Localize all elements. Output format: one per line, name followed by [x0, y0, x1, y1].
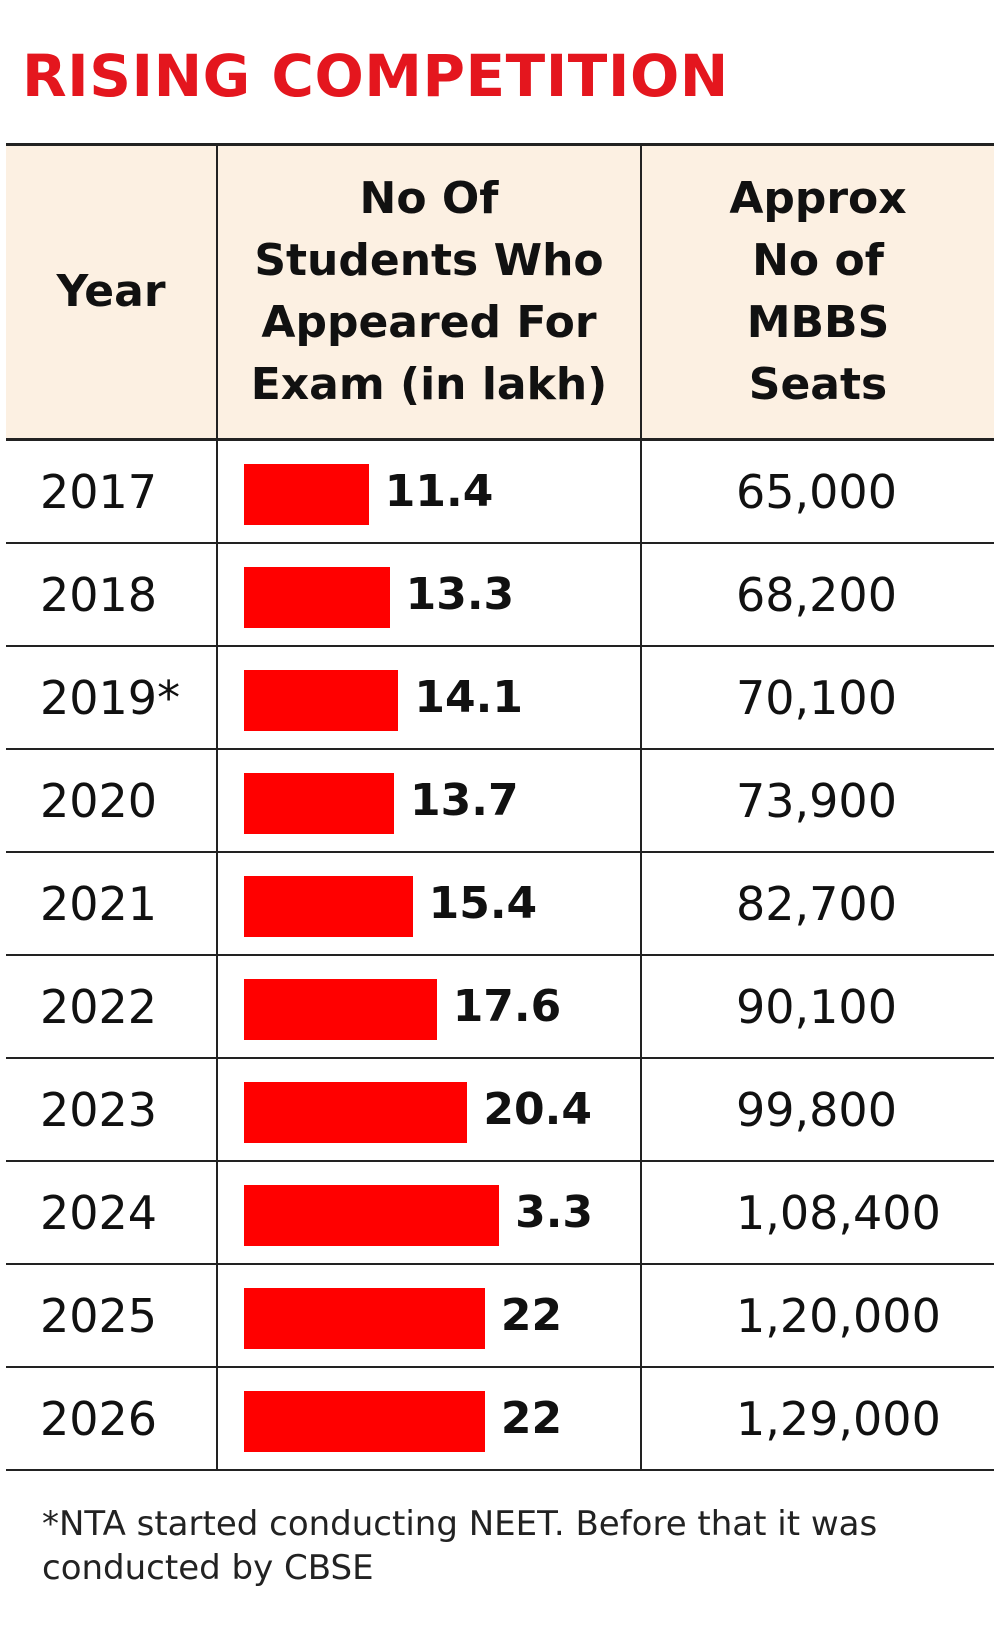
bar-value-label: 20.4	[483, 1084, 592, 1135]
year-cell: 2024	[40, 1185, 158, 1240]
year-cell: 2026	[40, 1391, 158, 1446]
table-row: 2017 11.4 65,000	[6, 441, 994, 544]
seats-cell: 70,100	[736, 670, 897, 725]
table-row: 2024 3.3 1,08,400	[6, 1162, 994, 1265]
seats-cell: 1,08,400	[736, 1185, 941, 1240]
bar	[244, 1391, 485, 1452]
year-cell: 2019*	[40, 670, 181, 725]
column-divider	[640, 1265, 642, 1366]
column-divider	[640, 1368, 642, 1469]
bar-value-label: 14.1	[414, 672, 523, 723]
column-divider	[640, 853, 642, 954]
column-divider	[640, 544, 642, 645]
table-row: 2022 17.6 90,100	[6, 956, 994, 1059]
year-cell: 2018	[40, 567, 158, 622]
footnote: *NTA started conducting NEET. Before tha…	[42, 1504, 878, 1588]
column-divider	[216, 647, 218, 748]
column-divider	[216, 1368, 218, 1469]
table-row: 2021 15.4 82,700	[6, 853, 994, 956]
bar	[244, 773, 394, 834]
seats-cell: 90,100	[736, 979, 897, 1034]
year-cell: 2021	[40, 876, 158, 931]
table-body: 2017 11.4 65,000 2018 13.3 68,200 2019* 14.1 70,…	[6, 441, 994, 1471]
column-divider	[640, 441, 642, 542]
bar	[244, 567, 390, 628]
column-divider	[640, 1162, 642, 1263]
seats-cell: 1,20,000	[736, 1288, 941, 1343]
seats-cell: 73,900	[736, 773, 897, 828]
header-year: Year	[56, 266, 166, 317]
table-row: 2018 13.3 68,200	[6, 544, 994, 647]
bar-value-label: 13.7	[410, 775, 519, 826]
column-divider	[216, 853, 218, 954]
bar-value-label: 15.4	[428, 878, 538, 929]
bar-value-label: 3.3	[515, 1187, 594, 1238]
seats-cell: 1,29,000	[736, 1391, 941, 1446]
year-cell: 2020	[40, 773, 158, 828]
seats-cell: 65,000	[736, 464, 897, 519]
bar	[244, 1082, 468, 1143]
bar	[244, 670, 399, 731]
column-divider	[216, 146, 218, 438]
seats-cell: 82,700	[736, 876, 897, 931]
column-divider	[216, 1265, 218, 1366]
column-divider	[640, 956, 642, 1057]
bar-value-label: 13.3	[405, 569, 515, 620]
table-row: 2020 13.7 73,900	[6, 750, 994, 853]
table-header: Year No Of Students Who Appeared For Exa…	[6, 143, 994, 441]
bar-value-label: 22	[500, 1393, 563, 1444]
bar-value-label: 22	[500, 1290, 563, 1341]
header-seats: Approx No of MBBS Seats	[729, 173, 907, 410]
chart-title: RISING COMPETITION	[22, 42, 729, 110]
column-divider	[216, 956, 218, 1057]
column-divider	[216, 1162, 218, 1263]
bar	[244, 979, 437, 1040]
header-students: No Of Students Who Appeared For Exam (in…	[250, 173, 608, 410]
table-row: 2019* 14.1 70,100	[6, 647, 994, 750]
column-divider	[216, 750, 218, 851]
bar	[244, 1185, 500, 1246]
bar-value-label: 11.4	[384, 466, 494, 517]
year-cell: 2022	[40, 979, 158, 1034]
table-row: 2026 22 1,29,000	[6, 1368, 994, 1471]
column-divider	[640, 1059, 642, 1160]
column-divider	[216, 1059, 218, 1160]
competition-table: Year No Of Students Who Appeared For Exa…	[6, 143, 994, 1471]
table-row: 2023 20.4 99,800	[6, 1059, 994, 1162]
column-divider	[640, 647, 642, 748]
bar-value-label: 17.6	[452, 981, 562, 1032]
seats-cell: 68,200	[736, 567, 897, 622]
column-divider	[640, 750, 642, 851]
bar	[244, 464, 369, 525]
bar	[244, 876, 413, 937]
column-divider	[216, 544, 218, 645]
year-cell: 2025	[40, 1288, 158, 1343]
column-divider	[640, 146, 642, 438]
year-cell: 2017	[40, 464, 158, 519]
column-divider	[216, 441, 218, 542]
year-cell: 2023	[40, 1082, 158, 1137]
bar	[244, 1288, 485, 1349]
seats-cell: 99,800	[736, 1082, 897, 1137]
table-row: 2025 22 1,20,000	[6, 1265, 994, 1368]
